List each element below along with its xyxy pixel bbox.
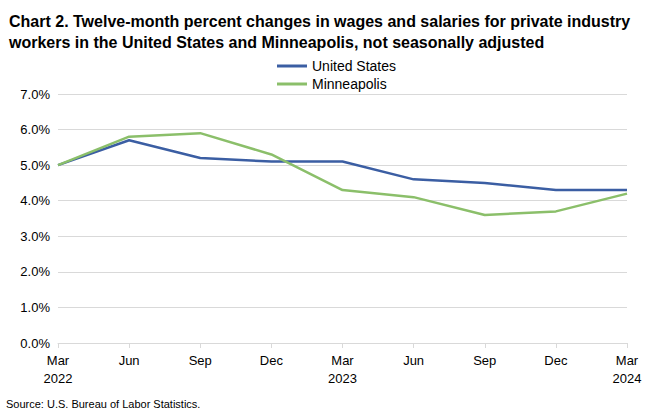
svg-text:2023: 2023 — [328, 371, 357, 386]
svg-text:Chart 2. Twelve-month percent: Chart 2. Twelve-month percent changes in… — [9, 13, 635, 30]
svg-text:0.0%: 0.0% — [20, 336, 50, 351]
svg-text:United States: United States — [312, 58, 396, 74]
svg-text:2.0%: 2.0% — [20, 264, 50, 279]
svg-text:Sep: Sep — [473, 353, 496, 368]
svg-text:workers in the United States a: workers in the United States and Minneap… — [8, 34, 544, 51]
svg-text:Source: U.S. Bureau of Labor S: Source: U.S. Bureau of Labor Statistics. — [6, 398, 200, 410]
svg-text:Mar: Mar — [331, 353, 354, 368]
svg-text:3.0%: 3.0% — [20, 229, 50, 244]
svg-text:7.0%: 7.0% — [20, 87, 50, 102]
svg-text:2022: 2022 — [44, 371, 73, 386]
svg-text:Minneapolis: Minneapolis — [312, 76, 387, 92]
svg-text:1.0%: 1.0% — [20, 300, 50, 315]
svg-text:Jun: Jun — [403, 353, 424, 368]
svg-text:2024: 2024 — [613, 371, 642, 386]
svg-text:6.0%: 6.0% — [20, 122, 50, 137]
svg-text:5.0%: 5.0% — [20, 158, 50, 173]
svg-text:Dec: Dec — [260, 353, 284, 368]
svg-text:Mar: Mar — [616, 353, 639, 368]
svg-text:Sep: Sep — [189, 353, 212, 368]
svg-text:Dec: Dec — [544, 353, 568, 368]
svg-text:Jun: Jun — [119, 353, 140, 368]
svg-text:4.0%: 4.0% — [20, 193, 50, 208]
svg-text:Mar: Mar — [47, 353, 70, 368]
